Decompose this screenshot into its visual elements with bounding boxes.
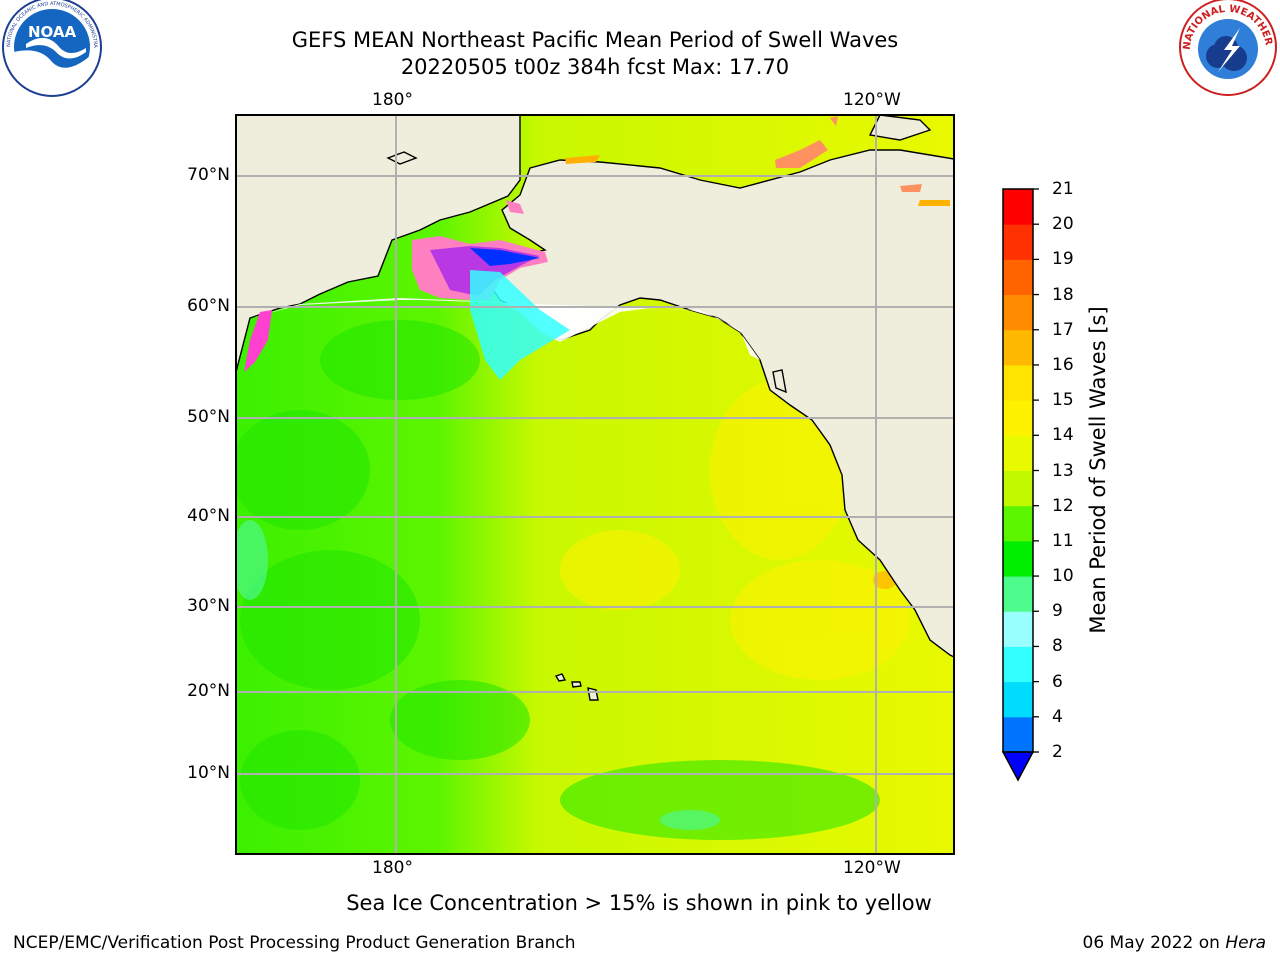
colorbar-swatch [1003,259,1033,296]
colorbar-swatch [1003,576,1033,612]
colorbar-swatch [1003,400,1033,436]
noaa-logo: NOAA NATIONAL OCEANIC AND ATMOSPHERIC AD… [0,0,102,97]
swell-shorter-period-patches [236,320,880,840]
lat-label-30n: 30°N [187,596,230,616]
noaa-logo-text: NOAA [28,23,77,41]
colorbar-tick-label: 9 [1052,601,1063,622]
chart-subtitle: 20220505 t00z 384h fcst Max: 17.70 [400,55,790,79]
colorbar-tick-label: 19 [1052,249,1074,270]
lon-label-top-120w: 120°W [843,90,901,110]
colorbar-tick-label: 12 [1052,495,1074,516]
colorbar-swatch [1003,681,1033,718]
land-hawaii-2 [571,681,582,688]
graticule [236,115,954,854]
land-arctic-islands [868,115,932,141]
lon-label-bottom-120w: 120°W [843,858,901,878]
colorbar-tick-label: 2 [1052,742,1063,762]
colorbar-swatch [1003,224,1033,260]
lat-label-40n: 40°N [187,506,230,526]
colorbar-swatch [1003,540,1033,577]
chart-title: GEFS MEAN Northeast Pacific Mean Period … [291,28,899,52]
land-hawaii-1 [554,673,567,682]
nws-ring-text: NATIONAL WEATHER SERVICE [0,0,1274,50]
colorbar-swatch [1003,189,1033,225]
colorbar-tick-label: 8 [1052,636,1063,657]
lat-label-70n: 70°N [187,165,230,185]
colorbar-swatch [1003,294,1033,331]
lat-label-60n: 60°N [187,296,230,316]
lat-label-20n: 20°N [187,681,230,701]
colorbar-tick-label: 6 [1052,671,1063,692]
colorbar-swatch [1003,505,1033,542]
colorbar-tick-label: 17 [1052,319,1074,340]
land-siberia [236,115,521,373]
lat-label-10n: 10°N [187,763,230,783]
lon-label-top-180: 180° [372,90,413,110]
map-panel [236,115,954,854]
colorbar-tick-label: 20 [1052,214,1074,235]
colorbar-swatch [1003,611,1033,647]
sea-ice-caption: Sea Ice Concentration > 15% is shown in … [346,891,932,915]
colorbar-swatch [1003,435,1033,471]
colorbar-tick-label: 18 [1052,284,1074,305]
sea-ice [244,116,950,380]
swell-9s-patches [236,520,720,830]
colorbar-swatch [1003,364,1033,401]
colorbar-swatch [1003,646,1033,683]
colorbar-tick-label: 21 [1052,179,1074,199]
colorbar-tick-label: 16 [1052,354,1074,375]
footer-date: 06 May 2022 on Hera [1083,933,1267,953]
footer-date-text: 06 May 2022 on [1082,933,1226,953]
colorbar-swatch [1003,470,1033,507]
colorbar-tick-label: 10 [1052,566,1074,587]
colorbar-swatch [1003,716,1033,753]
land-vancouver-island-area [772,369,787,394]
colorbar-extend-arrow [1001,751,1035,782]
lon-label-bottom-180: 180° [372,858,413,878]
footer-host: Hera [1225,933,1266,953]
map-frame [235,114,955,855]
no-data-strip [250,298,760,360]
colorbar [1001,188,1039,782]
colorbar-tick-label: 14 [1052,425,1074,446]
nws-logo: NATIONAL WEATHER SERVICE [0,0,1277,96]
land [236,115,954,701]
colorbar-tick-label: 15 [1052,390,1074,411]
colorbar-tick-label: 4 [1052,706,1063,727]
colorbar-tick-label: 13 [1052,460,1074,481]
svg-text:NATIONAL WEATHER SERVICE: NATIONAL WEATHER SERVICE [0,0,1274,50]
land-hawaii-3 [587,687,599,701]
colorbar-tick-label: 11 [1052,530,1074,551]
footer-credit: NCEP/EMC/Verification Post Processing Pr… [13,933,576,953]
colorbar-title: Mean Period of Swell Waves [s] [1086,306,1110,634]
lat-label-50n: 50°N [187,407,230,427]
colorbar-swatch [1003,329,1033,366]
